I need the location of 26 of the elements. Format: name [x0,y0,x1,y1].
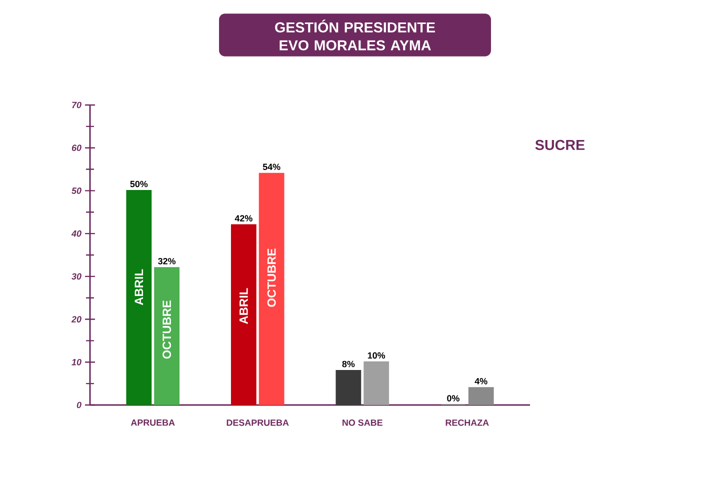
y-tick-label: 50 [72,188,82,194]
series-label: ABRIL [134,269,144,306]
text: ABRIL [240,288,248,324]
data-label: 42% [234,215,252,222]
y-tick-label: 10 [72,358,82,366]
y-tick-label: 20 [71,316,82,322]
y-tick-label: 40 [71,230,82,237]
data-label: 54% [262,164,280,170]
x-tick-label: APRUEBA [130,419,175,426]
y-tick-label: 60 [72,144,82,152]
x-tick-label: DESAPRUEBA [226,419,289,426]
y-tick-label: 70 [72,102,82,108]
data-label: 4% [474,378,488,384]
x-tick-label: RECHAZA [446,419,489,426]
data-label: 10% [368,352,386,359]
data-label: 32% [158,258,176,264]
y-tick-label: 0 [76,402,82,408]
data-label: 50% [130,180,148,188]
data-label: 0% [447,395,460,402]
data-label: 8% [342,360,355,368]
text: OCTUBRE [162,300,172,359]
text: SUCRE [535,140,585,150]
series-label: OCTUBRE [267,248,276,307]
x-tick-label: NO SABE [342,419,382,426]
chart-title: GESTIÓN PRESIDENTE EVO MORALES AYMA [275,20,435,50]
y-tick-label: 30 [72,273,82,280]
